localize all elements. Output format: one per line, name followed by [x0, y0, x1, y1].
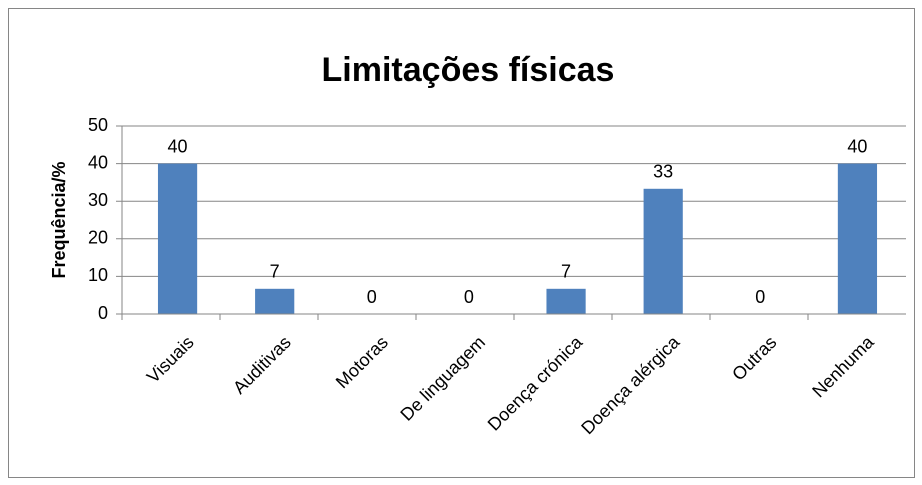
y-tick-label: 10 — [88, 265, 108, 285]
y-tick-label: 20 — [88, 228, 108, 248]
bar — [255, 288, 295, 314]
bar — [546, 288, 586, 314]
data-label: 33 — [653, 162, 673, 182]
data-label: 0 — [755, 287, 765, 307]
bar — [643, 188, 683, 314]
y-tick-label: 50 — [88, 115, 108, 135]
y-tick-label: 30 — [88, 190, 108, 210]
chart-title: Limitações físicas — [322, 51, 615, 89]
data-label: 7 — [270, 262, 280, 282]
bar — [837, 163, 878, 314]
data-label: 40 — [847, 136, 867, 156]
data-label: 40 — [168, 136, 188, 156]
data-label: 0 — [367, 287, 377, 307]
data-label: 7 — [561, 262, 571, 282]
y-axis-label: Frequência/% — [49, 161, 69, 278]
y-tick-label: 0 — [98, 303, 108, 323]
bar — [157, 163, 198, 314]
data-label: 0 — [464, 287, 474, 307]
y-tick-label: 40 — [88, 152, 108, 172]
